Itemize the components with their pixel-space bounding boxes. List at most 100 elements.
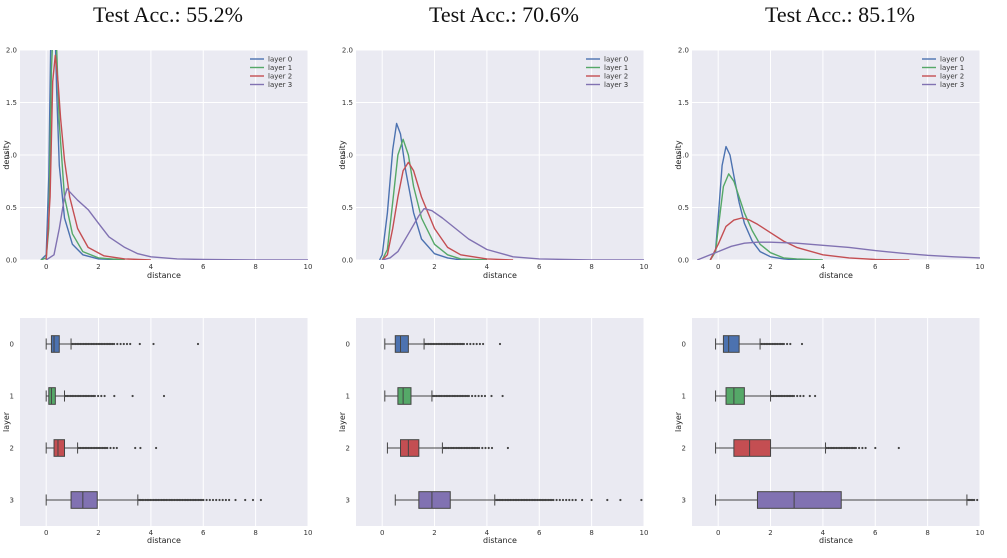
x-tick-label: 0 — [380, 263, 384, 271]
x-tick-label: 6 — [873, 529, 878, 537]
outlier-point — [215, 498, 218, 502]
legend-entry: layer 3 — [268, 81, 292, 89]
outlier-point — [478, 342, 481, 346]
outlier-point — [454, 342, 457, 346]
outlier-point — [466, 394, 469, 398]
outlier-point — [149, 498, 152, 502]
outlier-point — [528, 498, 531, 502]
outlier-point — [112, 446, 115, 450]
outlier-point — [437, 342, 440, 346]
outlier-point — [103, 446, 106, 450]
outlier-point — [181, 498, 184, 502]
outlier-point — [545, 498, 549, 502]
legend-entry: layer 1 — [604, 64, 628, 72]
outlier-point — [802, 394, 805, 398]
outlier-point — [122, 342, 125, 346]
outlier-point — [84, 446, 87, 450]
outlier-point — [496, 498, 499, 502]
x-tick-label: 8 — [589, 263, 593, 271]
outlier-point — [458, 342, 461, 346]
outlier-point — [459, 394, 462, 398]
outlier-point — [202, 498, 205, 502]
x-tick-label: 8 — [925, 529, 929, 537]
outlier-point — [506, 446, 509, 450]
outlier-point — [205, 498, 208, 502]
outlier-point — [768, 342, 771, 346]
outlier-point — [561, 498, 565, 502]
outlier-point — [449, 342, 453, 346]
series-line-layer-3 — [696, 241, 980, 260]
outlier-point — [425, 342, 429, 346]
legend-entry: layer 3 — [940, 81, 964, 89]
y-tick-label: 1.5 — [342, 99, 353, 107]
series-line-layer-1 — [709, 173, 823, 260]
y-tick-label: 2 — [682, 445, 686, 453]
outlier-point — [773, 394, 777, 398]
outlier-point — [109, 446, 112, 450]
outlier-point — [466, 446, 469, 450]
y-tick-label: 1.0 — [6, 152, 17, 160]
outlier-point — [443, 394, 446, 398]
x-tick-label: 6 — [201, 529, 206, 537]
outlier-point — [441, 342, 445, 346]
outlier-point — [113, 342, 116, 346]
outlier-point — [218, 498, 221, 502]
x-tick-label: 8 — [253, 263, 257, 271]
outlier-point — [101, 342, 104, 346]
x-tick-label: 0 — [380, 529, 384, 537]
outlier-point — [162, 498, 165, 502]
outlier-point — [851, 446, 854, 450]
series-line-layer-2 — [381, 161, 514, 260]
outlier-point — [432, 394, 435, 398]
outlier-point — [482, 342, 485, 346]
outlier-point — [82, 394, 85, 398]
y-tick-label: 0 — [346, 341, 350, 349]
outlier-point — [113, 394, 116, 398]
outlier-point — [90, 446, 93, 450]
y-axis-label: layer — [338, 411, 347, 432]
outlier-point — [197, 498, 200, 502]
box-layer-1 — [397, 387, 412, 405]
outlier-point — [510, 498, 514, 502]
outlier-point — [92, 446, 95, 450]
legend-entry: layer 2 — [940, 73, 964, 81]
outlier-point — [154, 498, 157, 502]
x-tick-label: 4 — [821, 529, 826, 537]
outlier-point — [475, 342, 478, 346]
outlier-point — [522, 498, 525, 502]
outlier-point — [175, 498, 178, 502]
outlier-point — [251, 498, 255, 502]
legend-entry: layer 0 — [940, 56, 964, 64]
chart-title-3: Test Acc.: 85.1% — [765, 2, 915, 27]
outlier-point — [460, 446, 463, 450]
outlier-point — [761, 342, 765, 346]
outlier-point — [843, 446, 846, 450]
outlier-point — [194, 498, 197, 502]
outlier-point — [183, 498, 186, 502]
y-tick-label: 0.5 — [6, 204, 17, 212]
outlier-point — [523, 498, 526, 502]
outlier-point — [568, 498, 571, 502]
outlier-point — [99, 446, 103, 450]
outlier-point — [976, 498, 979, 502]
outlier-point — [427, 342, 430, 346]
outlier-point — [85, 446, 88, 450]
outlier-point — [79, 342, 82, 346]
outlier-point — [179, 498, 182, 502]
outlier-point — [170, 498, 173, 502]
outlier-point — [93, 394, 96, 398]
outlier-point — [152, 342, 155, 346]
y-tick-label: 0 — [10, 341, 14, 349]
outlier-point — [864, 446, 867, 450]
outlier-point — [825, 446, 828, 450]
outlier-point — [458, 446, 461, 450]
series-line-layer-0 — [709, 145, 810, 260]
outlier-point — [444, 446, 447, 450]
outlier-point — [157, 498, 160, 502]
outlier-point — [146, 498, 149, 502]
outlier-point — [484, 446, 487, 450]
outlier-point — [457, 446, 460, 450]
outlier-point — [129, 342, 132, 346]
series-line-layer-2 — [45, 54, 151, 260]
